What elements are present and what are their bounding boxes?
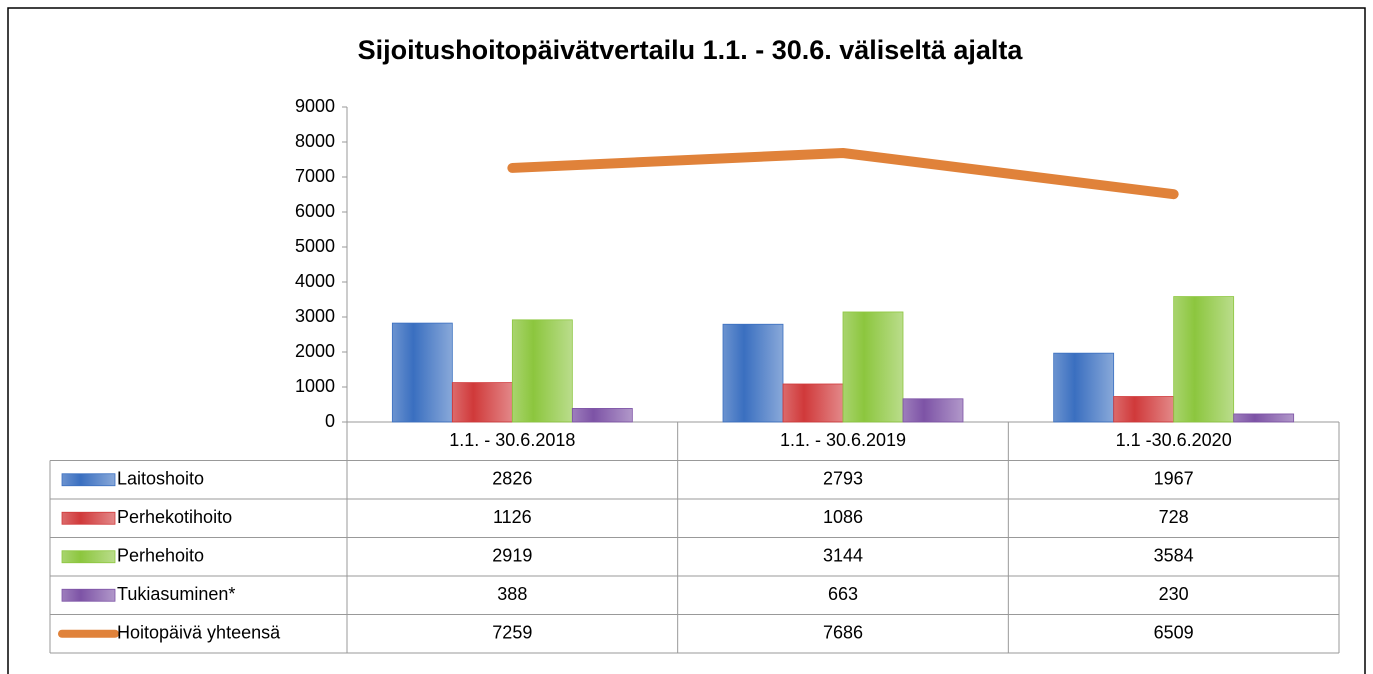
bar [782,383,844,423]
x-tick-label: 1.1. - 30.6.2019 [780,430,906,450]
bar [511,319,573,423]
bar [451,382,513,423]
y-tick-label: 2000 [295,341,335,361]
data-label: 2826 [492,469,532,489]
legend-key [61,511,116,525]
data-label: 388 [497,584,527,604]
bar [842,311,904,423]
data-label: 663 [828,584,858,604]
data-label: 1967 [1154,469,1194,489]
data-label: 728 [1159,507,1189,527]
y-tick-label: 1000 [295,376,335,396]
legend-key [61,473,116,487]
legend-label: Perhehoito [117,546,204,566]
legend-label: Laitoshoito [117,469,204,489]
chart-title: Sijoitushoitopäivätvertailu 1.1. - 30.6.… [358,35,1024,65]
y-tick-label: 3000 [295,306,335,326]
data-label: 3144 [823,546,863,566]
y-tick-label: 6000 [295,201,335,221]
line [507,147,1179,200]
data-label: 2793 [823,469,863,489]
y-tick-label: 9000 [295,96,335,116]
bar [902,398,964,423]
legend-label: Perhekotihoito [117,507,232,527]
data-label: 1086 [823,507,863,527]
bar [391,322,453,423]
data-label: 6509 [1154,623,1194,643]
data-label: 7259 [492,623,532,643]
legend-key [61,550,116,564]
data-label: 1126 [493,507,532,527]
bar [1173,296,1235,423]
legend-label: Tukiasuminen* [117,584,235,604]
x-tick-label: 1.1 -30.6.2020 [1116,430,1232,450]
bar [571,408,633,423]
bar [722,323,784,423]
data-label: 230 [1159,584,1189,604]
bar [1113,396,1175,423]
y-tick-label: 7000 [295,166,335,186]
legend-key [61,588,116,602]
data-label: 2919 [492,546,532,566]
legend-label: Hoitopäivä yhteensä [117,623,281,643]
y-tick-label: 4000 [295,271,335,291]
data-label: 3584 [1154,546,1194,566]
data-label: 7686 [823,623,863,643]
y-tick-label: 0 [325,411,335,431]
x-tick-label: 1.1. - 30.6.2018 [449,430,575,450]
y-tick-label: 8000 [295,131,335,151]
bar [1233,413,1295,423]
bar [1053,352,1115,423]
chart-border [7,7,1366,674]
y-tick-label: 5000 [295,236,335,256]
